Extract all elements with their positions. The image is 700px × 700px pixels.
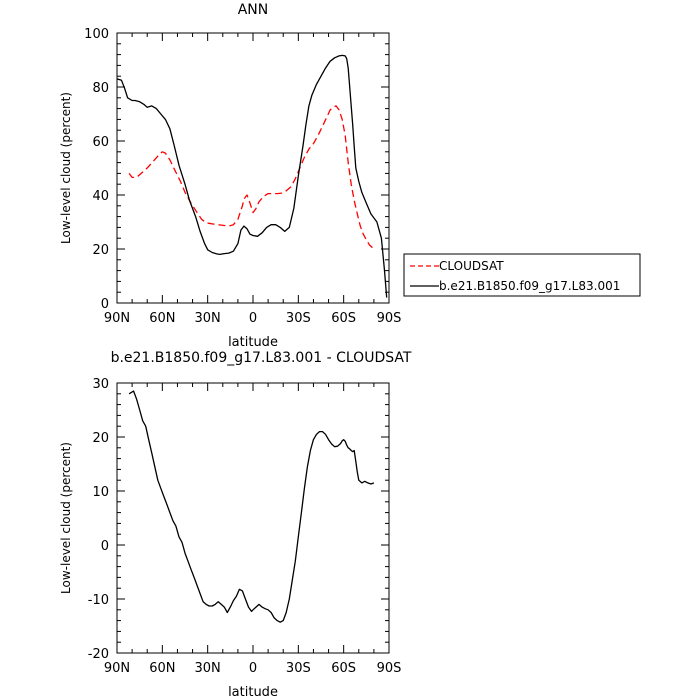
top-y-tick-label: 100 xyxy=(84,27,109,42)
bottom-x-tick-label: 60S xyxy=(331,661,356,676)
top-y-tick-label: 80 xyxy=(92,81,109,96)
legend-label-model: b.e21.B1850.f09_g17.L83.001 xyxy=(439,279,620,293)
bottom-x-tick-label: 90S xyxy=(377,661,402,676)
top-axis-ticks xyxy=(116,32,390,304)
bottom-series-line-0 xyxy=(128,390,375,623)
top-x-tick-label: 60N xyxy=(149,311,175,326)
top-y-axis-label: Low-level cloud (percent) xyxy=(59,92,73,244)
legend-box xyxy=(403,253,641,297)
top-y-tick-label: 60 xyxy=(92,135,109,150)
top-x-tick-label: 90N xyxy=(104,311,130,326)
top-y-tick-label: 0 xyxy=(101,297,109,312)
bottom-x-tick-label: 30S xyxy=(286,661,311,676)
bottom-y-tick-label: -10 xyxy=(88,593,109,608)
top-x-tick-label: 30S xyxy=(286,311,311,326)
bottom-panel: b.e21.B1850.f09_g17.L83.001 - CLOUDSAT 9… xyxy=(59,350,412,700)
bottom-x-axis-label: latitude xyxy=(228,685,278,700)
top-x-tick-label: 60S xyxy=(331,311,356,326)
top-series-line-b-e21-b1850-f09-g17-l83-001 xyxy=(116,54,388,298)
top-series-line-cloudsat xyxy=(128,105,375,250)
top-y-tick-label: 20 xyxy=(92,243,109,258)
bottom-x-tick-labels: 90N 60N 30N 0 30S 60S 90S xyxy=(104,661,402,676)
top-panel: ANN 90N 60N 30N 0 30S 60S 90S 0 20 40 60 80 100 lat… xyxy=(59,2,401,350)
top-x-axis-label: latitude xyxy=(228,335,278,350)
bottom-y-tick-labels: -20 -10 0 10 20 30 xyxy=(88,377,109,662)
bottom-y-tick-label: 20 xyxy=(92,431,109,446)
bottom-y-axis-label: Low-level cloud (percent) xyxy=(59,442,73,594)
bottom-y-tick-label: 10 xyxy=(92,485,109,500)
bottom-series-group xyxy=(128,390,375,623)
bottom-x-tick-label: 30N xyxy=(195,661,221,676)
top-chart-title: ANN xyxy=(238,2,269,18)
legend-label-cloudsat: CLOUDSAT xyxy=(439,259,504,273)
legend: CLOUDSAT b.e21.B1850.f09_g17.L83.001 xyxy=(403,253,641,297)
bottom-y-tick-label: 30 xyxy=(92,377,109,392)
top-x-tick-labels: 90N 60N 30N 0 30S 60S 90S xyxy=(104,311,402,326)
top-x-tick-label: 0 xyxy=(249,311,257,326)
bottom-y-tick-label: -20 xyxy=(88,647,109,662)
bottom-y-tick-label: 0 xyxy=(101,539,109,554)
top-x-tick-label: 30N xyxy=(195,311,221,326)
bottom-x-tick-label: 90N xyxy=(104,661,130,676)
bottom-axis-ticks xyxy=(116,382,390,654)
top-x-tick-label: 90S xyxy=(377,311,402,326)
top-y-tick-label: 40 xyxy=(92,189,109,204)
top-series-group xyxy=(116,54,388,298)
bottom-chart-title: b.e21.B1850.f09_g17.L83.001 - CLOUDSAT xyxy=(111,350,412,366)
bottom-x-tick-label: 0 xyxy=(249,661,257,676)
bottom-x-tick-label: 60N xyxy=(149,661,175,676)
top-y-tick-labels: 0 20 40 60 80 100 xyxy=(84,27,109,312)
